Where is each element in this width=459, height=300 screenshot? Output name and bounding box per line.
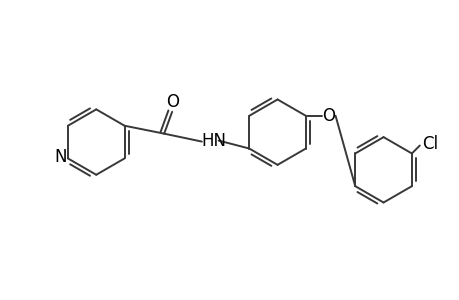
Text: O: O xyxy=(321,107,335,125)
Text: N: N xyxy=(55,148,67,166)
Text: HN: HN xyxy=(201,132,226,150)
Text: O: O xyxy=(166,93,179,111)
Text: Cl: Cl xyxy=(421,135,437,153)
